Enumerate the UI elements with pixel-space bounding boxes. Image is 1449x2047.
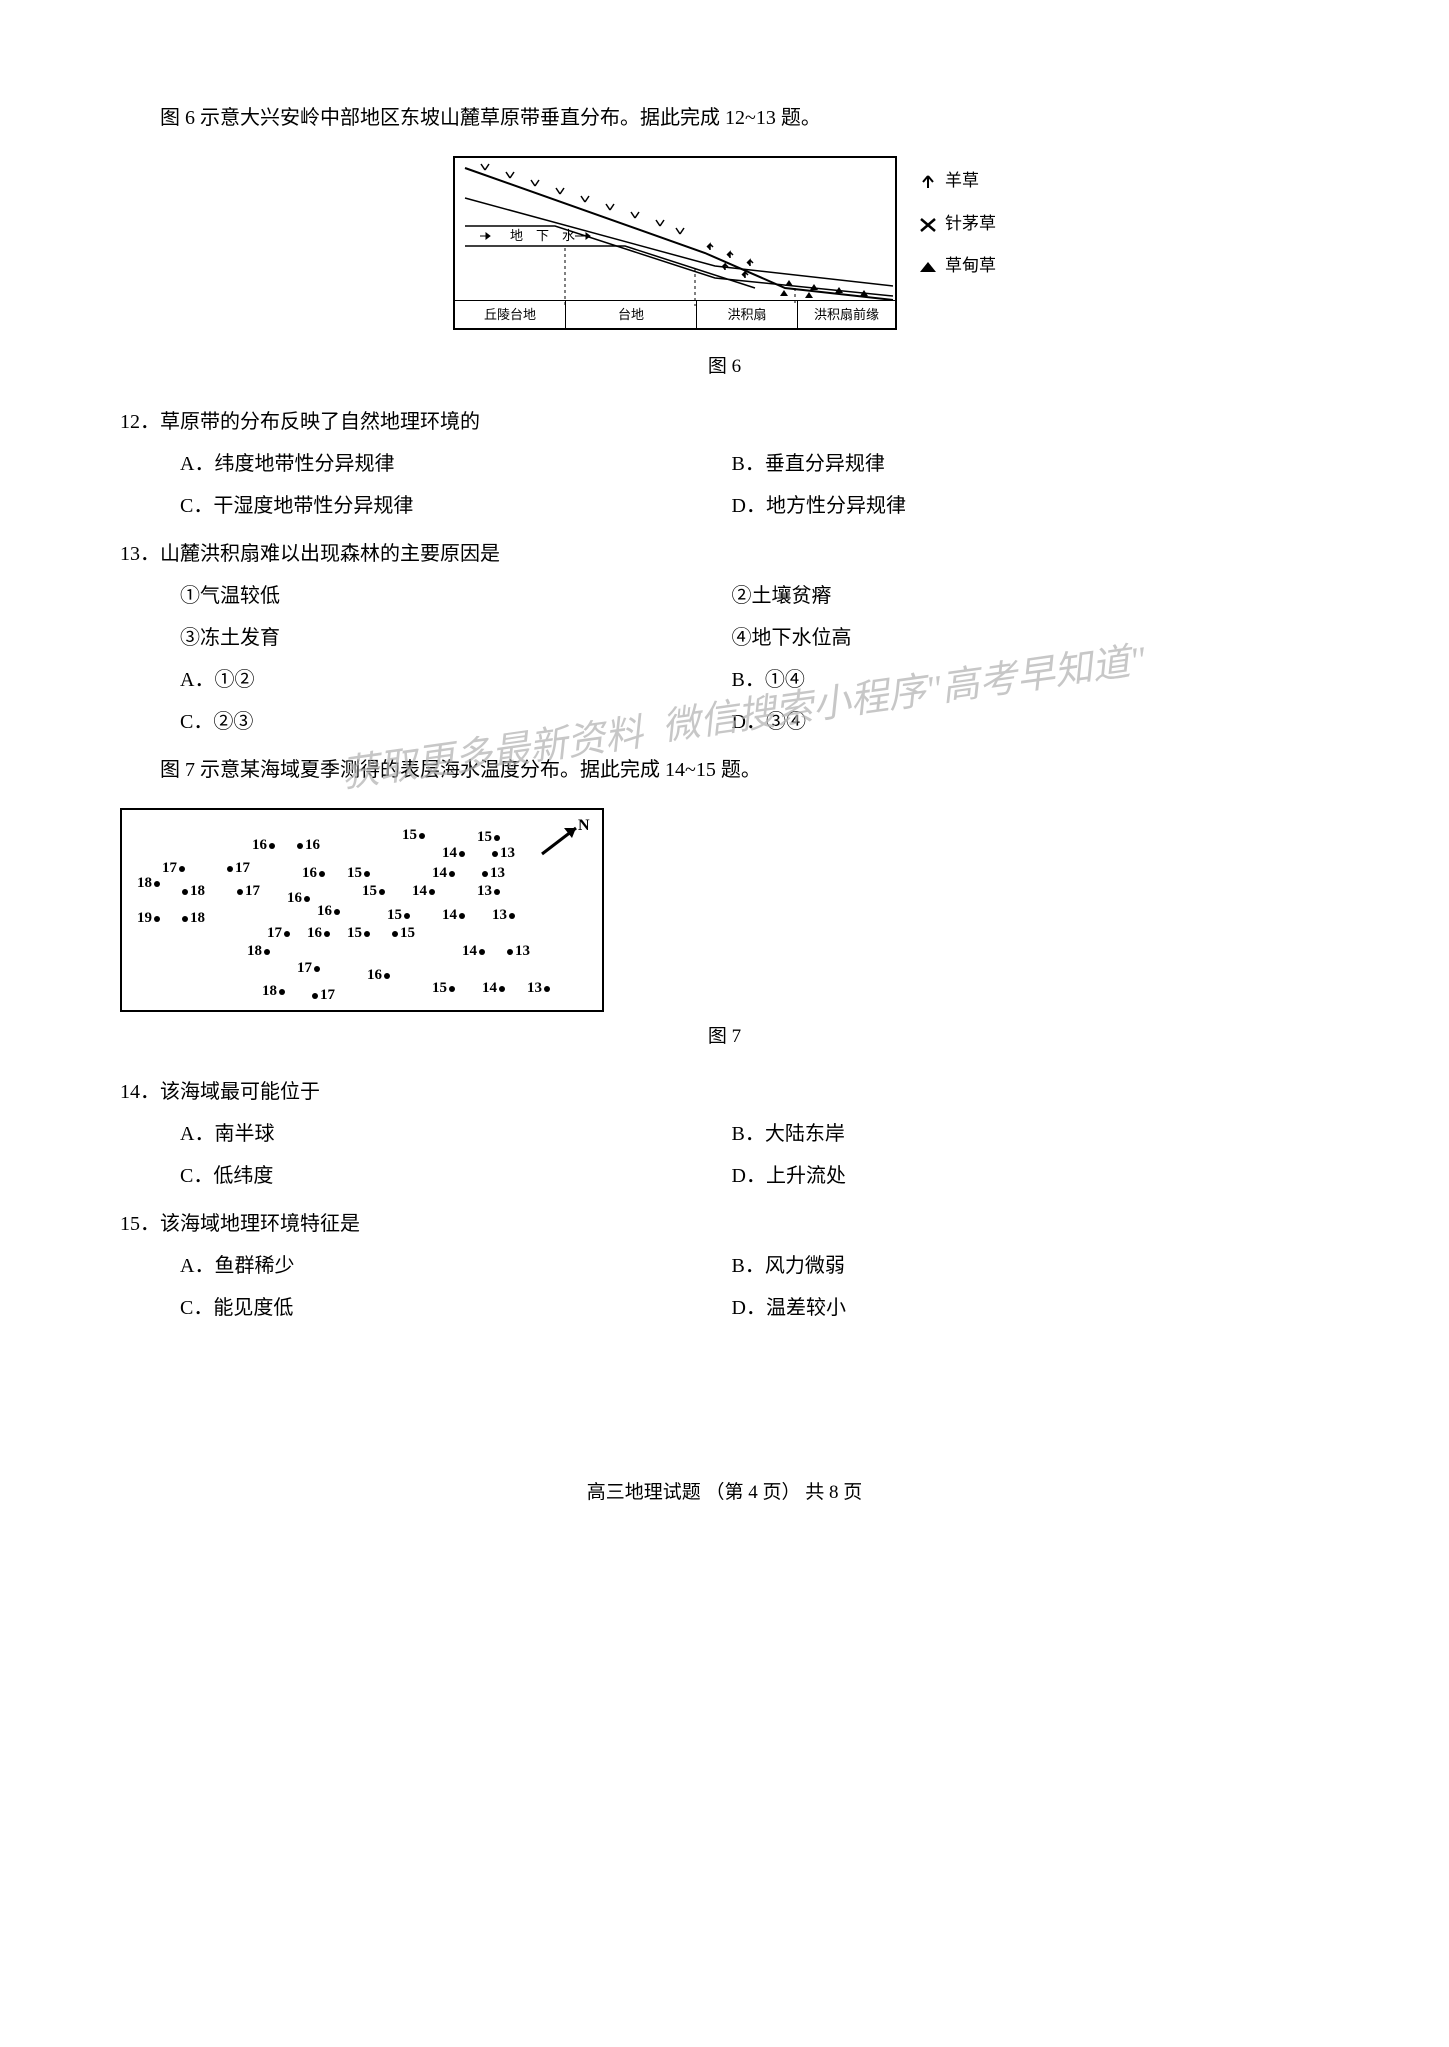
temp-point: 16	[302, 860, 325, 887]
q13-item-3: ③冻土发育	[180, 620, 732, 656]
temp-point: 16	[287, 885, 310, 912]
q14-option-d: D．上升流处	[732, 1158, 1284, 1194]
temp-point: 14	[442, 902, 465, 929]
question-14: 14．该海域最可能位于 A．南半球 B．大陆东岸 C．低纬度 D．上升流处	[120, 1074, 1329, 1194]
q13-stem: 13．山麓洪积扇难以出现森林的主要原因是	[120, 536, 1329, 572]
temp-point: 17	[297, 955, 320, 982]
temp-point: 13	[507, 938, 530, 965]
fig6-caption: 图 6	[120, 350, 1329, 384]
fig6-label-3: 洪积扇	[697, 301, 798, 328]
question-12: 12．草原带的分布反映了自然地理环境的 A．纬度地带性分异规律 B．垂直分异规律…	[120, 404, 1329, 524]
page-footer: 高三地理试题 （第 4 页） 共 8 页	[120, 1476, 1329, 1510]
q13-option-b: B．①④	[732, 662, 1284, 698]
q13-option-a: A．①②	[180, 662, 732, 698]
q15-option-a: A．鱼群稀少	[180, 1248, 732, 1284]
temp-point: 18	[182, 905, 205, 932]
temp-point: 15	[432, 975, 455, 1002]
q12-option-c: C．干湿度地带性分异规律	[180, 488, 732, 524]
temp-point: 17	[312, 982, 335, 1009]
q15-stem: 15．该海域地理环境特征是	[120, 1206, 1329, 1242]
question-13: 13．山麓洪积扇难以出现森林的主要原因是 ①气温较低 ②土壤贫瘠 ③冻土发育 ④…	[120, 536, 1329, 740]
question-15: 15．该海域地理环境特征是 A．鱼群稀少 B．风力微弱 C．能见度低 D．温差较…	[120, 1206, 1329, 1326]
temp-point: 16	[307, 920, 330, 947]
q12-option-d: D．地方性分异规律	[732, 488, 1284, 524]
q14-option-a: A．南半球	[180, 1116, 732, 1152]
temp-point: 13	[492, 902, 515, 929]
temp-point: 18	[182, 878, 205, 905]
temp-point: 15	[392, 920, 415, 947]
intro-fig6: 图 6 示意大兴安岭中部地区东坡山麓草原带垂直分布。据此完成 12~13 题。	[120, 100, 1329, 136]
temp-point: 14	[432, 860, 455, 887]
figure-6-diagram: 地 下 水 丘陵台地 台地 洪积扇 洪积扇前缘	[453, 156, 897, 330]
legend-item-2: 针茅草	[917, 209, 996, 240]
intro-fig7: 图 7 示意某海域夏季测得的表层海水温度分布。据此完成 14~15 题。	[120, 752, 1329, 788]
fig6-label-1: 丘陵台地	[455, 301, 566, 328]
legend-label-3: 草甸草	[945, 251, 996, 282]
temp-point: 18	[137, 870, 160, 897]
figure-6-container: 地 下 水 丘陵台地 台地 洪积扇 洪积扇前缘	[120, 156, 1329, 384]
temp-point: 17	[237, 878, 260, 905]
q13-option-c: C．②③	[180, 704, 732, 740]
legend-label-2: 针茅草	[945, 209, 996, 240]
q12-stem: 12．草原带的分布反映了自然地理环境的	[120, 404, 1329, 440]
temp-point: 14	[412, 878, 435, 905]
fig7-caption: 图 7	[120, 1020, 1329, 1054]
temp-point: 14	[482, 975, 505, 1002]
temp-point: 16	[252, 832, 275, 859]
temp-point: 15	[362, 878, 385, 905]
fig6-label-2: 台地	[566, 301, 697, 328]
fig6-label-4: 洪积扇前缘	[798, 301, 895, 328]
temp-point: 18	[262, 978, 285, 1005]
q13-option-d: D．③④	[732, 704, 1284, 740]
legend-item-1: 羊草	[917, 166, 996, 197]
q12-option-a: A．纬度地带性分异规律	[180, 446, 732, 482]
temp-point: 16	[297, 832, 320, 859]
figure-7-container: N 15151616141317171615141318181715141316…	[120, 808, 1329, 1054]
temp-point: 14	[462, 938, 485, 965]
temp-point: 15	[402, 822, 425, 849]
page: 图 6 示意大兴安岭中部地区东坡山麓草原带垂直分布。据此完成 12~13 题。	[120, 100, 1329, 1511]
temp-point: 18	[247, 938, 270, 965]
q13-item-2: ②土壤贫瘠	[732, 578, 1284, 614]
svg-text:N: N	[578, 817, 590, 834]
q14-option-b: B．大陆东岸	[732, 1116, 1284, 1152]
q13-item-1: ①气温较低	[180, 578, 732, 614]
svg-text:地 下 水: 地 下 水	[510, 228, 575, 243]
legend-label-1: 羊草	[945, 166, 979, 197]
q12-option-b: B．垂直分异规律	[732, 446, 1284, 482]
temp-point: 13	[477, 878, 500, 905]
q14-stem: 14．该海域最可能位于	[120, 1074, 1329, 1110]
figure-7-diagram: N 15151616141317171615141318181715141316…	[120, 808, 604, 1012]
temp-point: 19	[137, 905, 160, 932]
q15-option-d: D．温差较小	[732, 1290, 1284, 1326]
temp-point: 17	[267, 920, 290, 947]
q14-option-c: C．低纬度	[180, 1158, 732, 1194]
q15-option-b: B．风力微弱	[732, 1248, 1284, 1284]
q15-option-c: C．能见度低	[180, 1290, 732, 1326]
temp-point: 15	[347, 920, 370, 947]
q13-item-4: ④地下水位高	[732, 620, 1284, 656]
temp-point: 13	[527, 975, 550, 1002]
fig6-legend: 羊草 针茅草 草甸草	[917, 156, 996, 282]
legend-item-3: 草甸草	[917, 251, 996, 282]
temp-point: 16	[367, 962, 390, 989]
fig6-bottom-labels: 丘陵台地 台地 洪积扇 洪积扇前缘	[455, 300, 895, 328]
